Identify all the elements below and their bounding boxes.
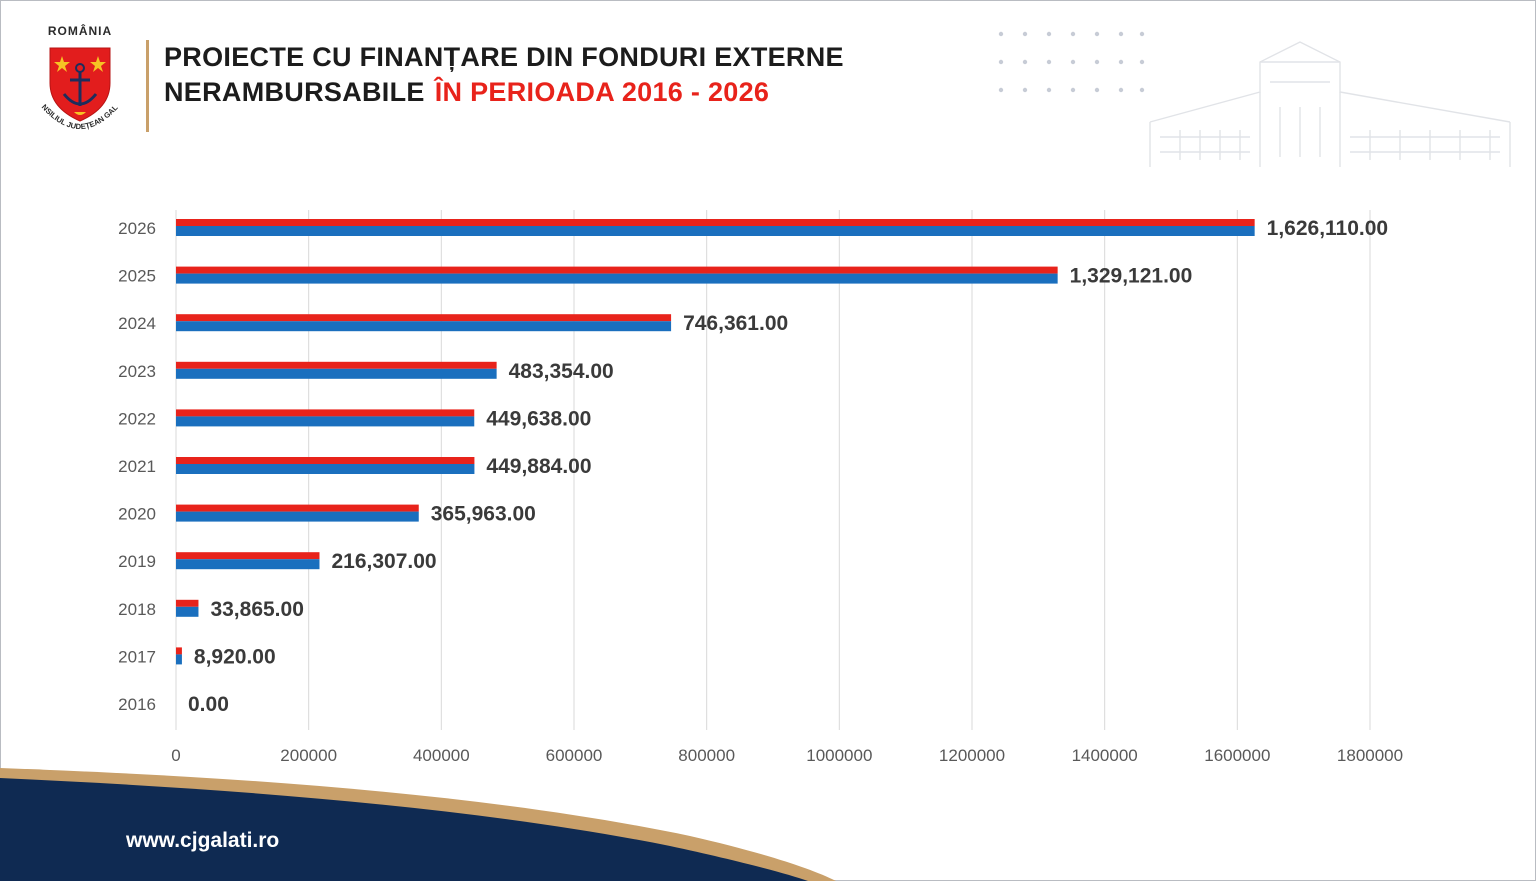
bar-red-stripe bbox=[176, 457, 475, 464]
y-tick-label: 2018 bbox=[118, 600, 156, 619]
page-title: PROIECTE CU FINANȚARE DIN FONDURI EXTERN… bbox=[164, 40, 844, 110]
data-label: 0.00 bbox=[188, 693, 229, 716]
y-tick-label: 2023 bbox=[118, 362, 156, 381]
x-tick-label: 800000 bbox=[678, 746, 735, 765]
dot-pattern bbox=[998, 31, 1145, 93]
x-tick-label: 600000 bbox=[546, 746, 603, 765]
label-layer: 0 200000 400000 600000 800000 1000000 1200000 1… bbox=[118, 217, 1403, 765]
x-tick-label: 400000 bbox=[413, 746, 470, 765]
bar-red-stripe bbox=[176, 266, 1058, 274]
bar-red-stripe bbox=[176, 361, 497, 369]
building-watermark bbox=[1149, 41, 1511, 167]
y-tick-label: 2026 bbox=[118, 219, 156, 238]
bar-red-stripe bbox=[176, 552, 320, 560]
bar-red-stripe bbox=[176, 219, 1255, 226]
footer-band bbox=[0, 768, 836, 881]
bar-red-stripe bbox=[176, 314, 672, 322]
y-tick-label: 2016 bbox=[118, 695, 156, 714]
x-tick-label: 1800000 bbox=[1337, 746, 1403, 765]
bar bbox=[176, 416, 475, 427]
title-divider bbox=[146, 40, 149, 132]
y-tick-label: 2022 bbox=[118, 409, 156, 428]
logo-top-text: ROMÂNIA bbox=[47, 24, 113, 38]
x-tick-label: 200000 bbox=[280, 746, 337, 765]
y-tick-label: 2025 bbox=[118, 267, 156, 286]
bar-layer bbox=[176, 219, 1255, 665]
title-line-2-accent: ÎN PERIOADA 2016 - 2026 bbox=[434, 77, 770, 107]
y-tick-label: 2017 bbox=[118, 647, 156, 666]
bar-red-stripe bbox=[176, 599, 199, 607]
bar-red-stripe bbox=[176, 504, 419, 512]
bar bbox=[176, 226, 1255, 236]
data-label: 33,865.00 bbox=[210, 598, 303, 621]
x-tick-label: 1600000 bbox=[1204, 746, 1270, 765]
title-line-1: PROIECTE CU FINANȚARE DIN FONDURI EXTERN… bbox=[164, 42, 844, 72]
x-tick-label: 0 bbox=[171, 746, 180, 765]
grid-layer bbox=[175, 210, 1371, 730]
y-tick-label: 2021 bbox=[118, 457, 156, 476]
footer-website-link[interactable]: www.cjgalati.ro bbox=[126, 829, 280, 852]
bar-red-stripe bbox=[176, 409, 475, 417]
data-label: 365,963.00 bbox=[431, 503, 536, 526]
bar bbox=[176, 464, 475, 474]
y-tick-label: 2020 bbox=[118, 505, 156, 524]
title-line-2: NERAMBURSABILE ÎN PERIOADA 2016 - 2026 bbox=[164, 75, 844, 110]
x-tick-label: 1000000 bbox=[806, 746, 872, 765]
bar bbox=[176, 654, 182, 665]
title-line-2-main: NERAMBURSABILE bbox=[164, 77, 425, 107]
x-tick-label: 1200000 bbox=[939, 746, 1005, 765]
bar bbox=[176, 559, 320, 570]
data-label: 483,354.00 bbox=[509, 360, 614, 383]
data-label: 449,884.00 bbox=[486, 455, 591, 478]
data-label: 216,307.00 bbox=[331, 550, 436, 573]
bar bbox=[176, 511, 419, 522]
bar-red-stripe bbox=[176, 647, 182, 655]
data-label: 1,329,121.00 bbox=[1070, 265, 1193, 288]
y-tick-label: 2024 bbox=[118, 314, 156, 333]
county-logo: ROMÂNIA CONSILIUL JUDEȚEAN GALAȚI bbox=[30, 24, 130, 144]
data-label: 746,361.00 bbox=[683, 312, 788, 335]
bar bbox=[176, 273, 1058, 284]
data-label: 1,626,110.00 bbox=[1267, 217, 1388, 240]
bar bbox=[176, 606, 199, 617]
coat-of-arms-icon bbox=[49, 47, 111, 122]
bar bbox=[176, 368, 497, 379]
bar bbox=[176, 321, 672, 332]
y-tick-label: 2019 bbox=[118, 552, 156, 571]
data-label: 8,920.00 bbox=[194, 645, 276, 668]
data-label: 449,638.00 bbox=[486, 407, 591, 430]
logo-ring-text: CONSILIUL JUDEȚEAN GALAȚI bbox=[30, 38, 120, 131]
x-tick-label: 1400000 bbox=[1072, 746, 1138, 765]
